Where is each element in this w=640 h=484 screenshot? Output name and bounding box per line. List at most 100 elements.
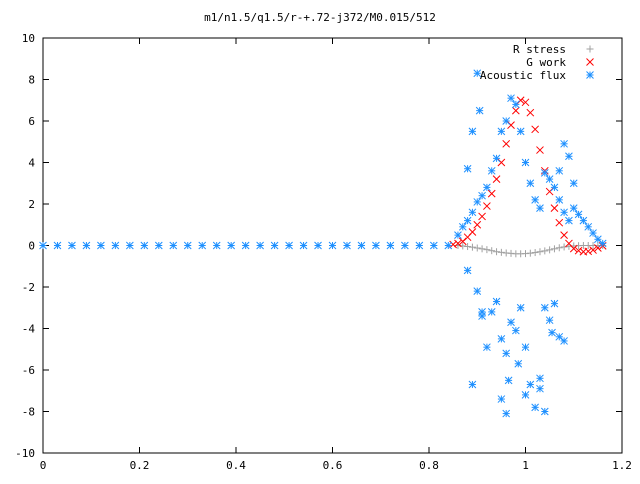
axis-ticks: 0 0.2 0.4 0.6 0.8 1 1.2 10 8 6 4 2 0 -2 -4 -6 -8 -10 <box>15 32 632 472</box>
g-work-point <box>478 212 486 221</box>
y-tick-label: -8 <box>22 406 35 419</box>
acoustic-flux-point <box>516 303 525 312</box>
x-tick-label: 0.8 <box>419 459 439 472</box>
g-work-point <box>487 189 496 198</box>
acoustic-flux-point <box>565 152 573 161</box>
y-tick-label: 0 <box>28 240 35 253</box>
g-work-point <box>584 247 593 256</box>
acoustic-flux-point <box>550 183 559 192</box>
r-stress-point <box>555 244 563 252</box>
g-work-point <box>555 218 564 227</box>
acoustic-flux-point <box>140 241 149 250</box>
x-tick-label: 0.4 <box>226 459 246 472</box>
r-stress-point <box>526 249 534 257</box>
acoustic-flux-point <box>53 241 62 250</box>
legend-label-g-work: G work <box>526 56 566 69</box>
x-tick-label: 1.2 <box>612 459 632 472</box>
acoustic-flux-point <box>548 328 556 337</box>
acoustic-flux-point <box>521 391 530 399</box>
r-stress-point <box>488 247 496 255</box>
y-tick-label: 4 <box>28 157 35 170</box>
acoustic-flux-point <box>97 241 105 250</box>
x-tick-label: 0.6 <box>323 459 343 472</box>
acoustic-flux-point <box>594 235 602 244</box>
acoustic-flux-point <box>458 222 467 231</box>
acoustic-flux-point <box>478 191 486 200</box>
acoustic-flux-point <box>516 127 525 136</box>
acoustic-flux-point <box>521 158 530 167</box>
g-work-point <box>454 239 462 248</box>
r-stress-point <box>546 246 554 254</box>
r-stress-point <box>478 245 486 253</box>
acoustic-flux-point <box>475 106 484 115</box>
acoustic-flux-point <box>574 210 583 219</box>
r-stress-point <box>468 243 476 251</box>
r-stress-point <box>483 246 491 254</box>
y-tick-label: -2 <box>22 281 35 294</box>
y-tick-label: 6 <box>28 115 35 128</box>
acoustic-flux-point <box>468 380 477 389</box>
acoustic-flux-point <box>487 308 496 316</box>
acoustic-flux-point <box>357 241 366 250</box>
acoustic-flux-point <box>328 241 337 250</box>
acoustic-flux-point <box>497 127 506 136</box>
y-tick-label: 10 <box>22 32 35 45</box>
acoustic-flux-point <box>478 308 486 316</box>
g-work-point <box>574 246 583 255</box>
acoustic-flux-point <box>526 380 535 389</box>
acoustic-flux-point <box>454 231 462 239</box>
y-tick-label: 2 <box>28 198 35 211</box>
y-tick-label: 8 <box>28 74 35 87</box>
g-work-point <box>502 139 511 148</box>
y-tick-label: -4 <box>22 323 36 336</box>
x-tick-label: 0.2 <box>130 459 150 472</box>
acoustic-flux-point <box>502 349 511 358</box>
g-work-point <box>550 204 559 213</box>
y-tick-label: -6 <box>22 364 35 377</box>
acoustic-flux-point <box>468 127 477 136</box>
g-work-point <box>531 125 540 134</box>
g-work-point <box>473 220 482 229</box>
g-work-point <box>589 246 597 254</box>
acoustic-flux-point <box>285 241 293 250</box>
x-tick-label: 1 <box>522 459 529 472</box>
acoustic-flux-point <box>343 241 351 250</box>
acoustic-flux-point <box>487 166 496 175</box>
acoustic-flux-point <box>415 241 424 250</box>
legend-label-r-stress: R stress <box>513 43 566 56</box>
acoustic-flux-point <box>555 195 564 204</box>
g-work-point <box>569 244 578 253</box>
acoustic-flux-point <box>560 139 568 148</box>
acoustic-flux-point <box>507 94 515 103</box>
acoustic-flux-point <box>270 241 279 250</box>
g-work-point <box>468 228 477 236</box>
acoustic-flux-point <box>299 241 308 250</box>
acoustic-flux-point <box>468 208 477 217</box>
acoustic-flux-point <box>502 117 511 125</box>
acoustic-flux-point <box>531 403 540 412</box>
acoustic-flux-point <box>483 343 491 352</box>
acoustic-flux-point <box>241 241 250 250</box>
acoustic-flux-point <box>514 359 523 368</box>
acoustic-flux-point <box>198 241 207 250</box>
acoustic-flux-point <box>536 384 544 393</box>
acoustic-flux-point <box>111 241 120 250</box>
acoustic-flux-point <box>545 316 554 325</box>
acoustic-flux-point <box>560 208 568 217</box>
acoustic-flux-point <box>550 299 559 308</box>
acoustic-flux-point <box>256 241 264 250</box>
r-stress-point <box>497 248 505 256</box>
chart-title: m1/n1.5/q1.5/r-+.72-j372/M0.015/512 <box>204 11 436 24</box>
acoustic-flux-point <box>540 169 549 177</box>
acoustic-flux-point <box>39 241 47 250</box>
g-work-point <box>492 175 501 183</box>
acoustic-flux-point <box>473 198 482 206</box>
acoustic-flux-point <box>492 154 501 163</box>
acoustic-flux-point <box>372 241 380 250</box>
acoustic-flux-point <box>536 374 544 383</box>
acoustic-flux-point <box>473 287 482 296</box>
acoustic-flux-point <box>598 239 607 248</box>
g-work-point <box>449 240 457 249</box>
